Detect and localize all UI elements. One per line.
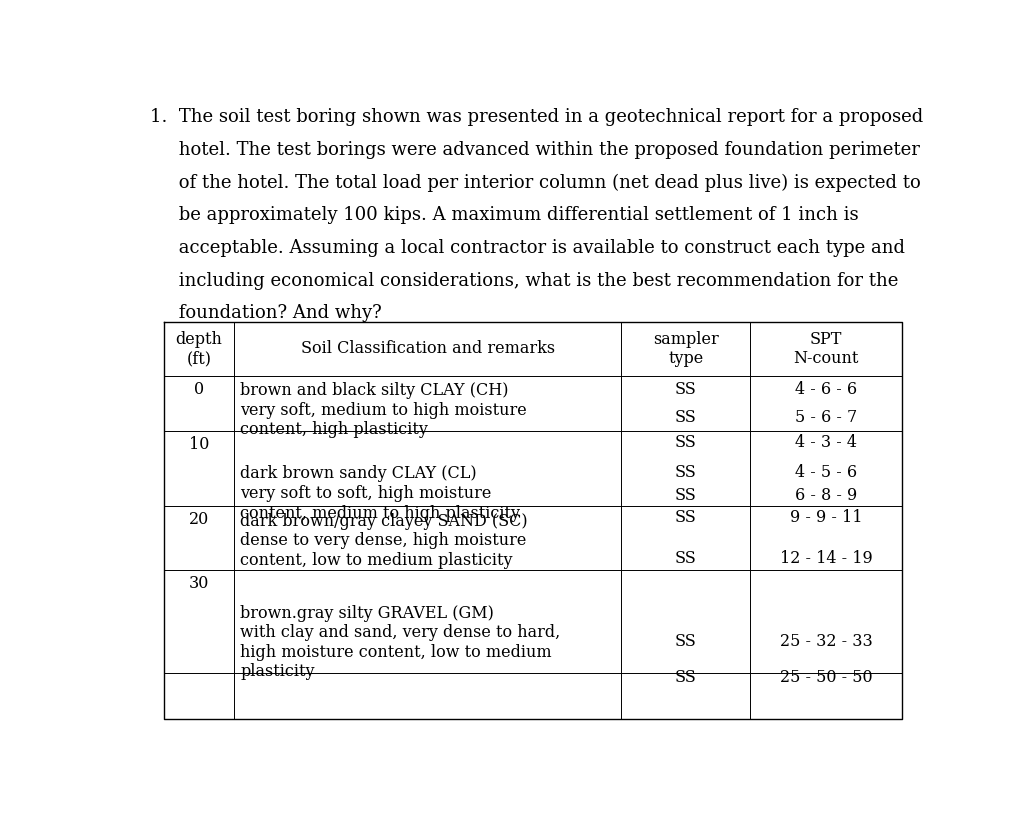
Text: brown.gray silty GRAVEL (GM)
with clay and sand, very dense to hard,
high moistu: brown.gray silty GRAVEL (GM) with clay a… — [241, 604, 560, 681]
Text: foundation? And why?: foundation? And why? — [151, 305, 382, 323]
Text: SS: SS — [675, 433, 696, 450]
Text: SS: SS — [675, 409, 696, 426]
Text: SS: SS — [675, 486, 696, 504]
Text: of the hotel. The total load per interior column (net dead plus live) is expecte: of the hotel. The total load per interio… — [151, 174, 921, 192]
Text: SS: SS — [675, 464, 696, 481]
Text: including economical considerations, what is the best recommendation for the: including economical considerations, wha… — [151, 272, 899, 290]
Text: SS: SS — [675, 669, 696, 686]
Text: dark brown/gray clayey SAND (SC)
dense to very dense, high moisture
content, low: dark brown/gray clayey SAND (SC) dense t… — [241, 513, 527, 569]
Text: SS: SS — [675, 633, 696, 650]
Text: 9 - 9 - 11: 9 - 9 - 11 — [790, 509, 862, 527]
Text: brown and black silty CLAY (CH)
very soft, medium to high moisture
content, high: brown and black silty CLAY (CH) very sof… — [241, 382, 527, 438]
Text: 0: 0 — [194, 381, 204, 398]
Text: sampler
type: sampler type — [653, 331, 719, 367]
Text: Soil Classification and remarks: Soil Classification and remarks — [300, 341, 555, 357]
Text: 25 - 32 - 33: 25 - 32 - 33 — [779, 633, 872, 650]
Text: 12 - 14 - 19: 12 - 14 - 19 — [779, 550, 872, 567]
Text: 25 - 50 - 50: 25 - 50 - 50 — [780, 669, 872, 686]
Text: 30: 30 — [188, 575, 209, 592]
Text: 20: 20 — [188, 511, 209, 528]
Text: 6 - 8 - 9: 6 - 8 - 9 — [795, 486, 857, 504]
Text: 10: 10 — [188, 436, 209, 453]
Text: SS: SS — [675, 381, 696, 398]
Text: be approximately 100 kips. A maximum differential settlement of 1 inch is: be approximately 100 kips. A maximum dif… — [151, 206, 859, 224]
Text: SPT
N-count: SPT N-count — [794, 331, 859, 367]
Text: depth
(ft): depth (ft) — [175, 331, 222, 367]
Text: SS: SS — [675, 550, 696, 567]
Text: 4 - 5 - 6: 4 - 5 - 6 — [795, 464, 857, 481]
Text: 1.  The soil test boring shown was presented in a geotechnical report for a prop: 1. The soil test boring shown was presen… — [151, 108, 924, 126]
Text: SS: SS — [675, 509, 696, 527]
Text: 4 - 3 - 4: 4 - 3 - 4 — [795, 433, 857, 450]
Text: 5 - 6 - 7: 5 - 6 - 7 — [795, 409, 857, 426]
Text: 4 - 6 - 6: 4 - 6 - 6 — [795, 381, 857, 398]
Text: dark brown sandy CLAY (CL)
very soft to soft, high moisture
content, medium to h: dark brown sandy CLAY (CL) very soft to … — [241, 465, 520, 522]
Text: hotel. The test borings were advanced within the proposed foundation perimeter: hotel. The test borings were advanced wi… — [151, 141, 921, 159]
Text: acceptable. Assuming a local contractor is available to construct each type and: acceptable. Assuming a local contractor … — [151, 239, 905, 257]
